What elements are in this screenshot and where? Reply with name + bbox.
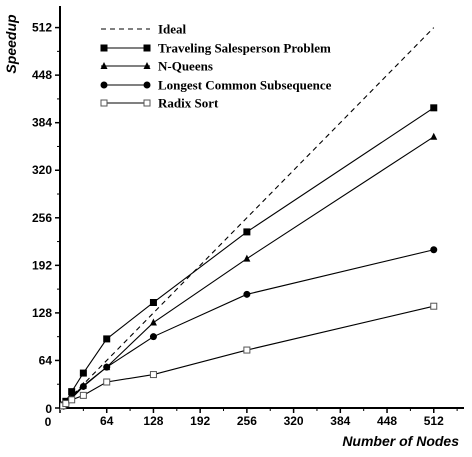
y-tick-label: 256 (32, 211, 52, 225)
legend: Ideal Traveling Salesperson Problem N-Quee… (100, 22, 332, 111)
series-n-queens (60, 132, 438, 410)
data-point-n-queens (149, 318, 157, 326)
y-tick-label: 320 (32, 163, 52, 177)
axes (59, 6, 464, 409)
series-line-ideal (60, 27, 435, 408)
series-longest-common-subsequence (60, 246, 438, 410)
x-tick-label: 128 (143, 414, 163, 428)
legend-marker-traveling-salesperson-problem (143, 44, 151, 52)
legend-marker-traveling-salesperson-problem (100, 44, 108, 52)
y-tick-label: 0 (45, 402, 52, 416)
legend-marker-longest-common-subsequence (143, 81, 151, 89)
series-line-longest-common-subsequence (60, 249, 434, 408)
data-point-longest-common-subsequence (430, 246, 438, 254)
legend-label-n-queens: N-Queens (158, 59, 213, 74)
legend-marker-n-queens (100, 62, 108, 69)
data-point-radix-sort (430, 302, 438, 310)
legend-label-radix-sort: Radix Sort (158, 96, 219, 111)
series-layer (60, 27, 438, 410)
series-ideal (60, 27, 435, 408)
y-tick-label: 384 (32, 116, 52, 130)
legend-label-traveling-salesperson-problem: Traveling Salesperson Problem (158, 41, 331, 56)
y-axis-ticks: 64 128 192 256 320 384 448 512 0 (32, 21, 60, 416)
legend-marker-radix-sort (100, 99, 108, 107)
data-point-radix-sort (103, 378, 111, 386)
y-axis-title: Speedup (3, 14, 19, 74)
data-point-longest-common-subsequence (103, 363, 111, 371)
x-tick-label: 512 (424, 414, 444, 428)
legend-marker-radix-sort (143, 99, 151, 107)
x-axis-ticks: 64 128 192 256 320 384 448 512 0 (45, 408, 458, 429)
data-point-traveling-salesperson-problem (68, 388, 76, 396)
data-point-traveling-salesperson-problem (149, 298, 157, 306)
x-tick-label: 448 (377, 414, 397, 428)
data-point-radix-sort (149, 371, 157, 379)
legend-label-longest-common-subsequence: Longest Common Subsequence (158, 78, 332, 93)
data-point-longest-common-subsequence (243, 290, 251, 298)
series-line-n-queens (60, 136, 435, 408)
series-line-radix-sort (60, 305, 434, 408)
x-axis-title: Number of Nodes (342, 433, 459, 449)
legend-marker-longest-common-subsequence (100, 81, 108, 89)
y-tick-label: 448 (32, 68, 52, 82)
y-tick-label: 192 (32, 258, 52, 272)
y-tick-label: 128 (32, 306, 52, 320)
data-point-radix-sort (62, 400, 70, 408)
series-radix-sort (60, 302, 438, 410)
data-point-n-queens (243, 254, 251, 262)
x-tick-label: 64 (100, 414, 114, 428)
x-tick-label: 384 (330, 414, 350, 428)
data-point-longest-common-subsequence (79, 382, 87, 390)
data-point-traveling-salesperson-problem (430, 104, 438, 112)
data-point-n-queens (430, 132, 438, 140)
data-point-traveling-salesperson-problem (79, 369, 87, 377)
data-point-traveling-salesperson-problem (103, 335, 111, 343)
legend-marker-n-queens (143, 62, 151, 69)
x-tick-label: 0 (45, 415, 52, 429)
y-tick-label: 512 (32, 21, 52, 35)
data-point-radix-sort (243, 346, 251, 354)
data-point-longest-common-subsequence (149, 333, 157, 341)
data-point-radix-sort (68, 396, 76, 404)
y-tick-label: 64 (39, 353, 53, 367)
legend-label-ideal: Ideal (158, 22, 187, 37)
data-point-radix-sort (79, 391, 87, 399)
x-tick-label: 192 (190, 414, 210, 428)
x-tick-label: 320 (284, 414, 304, 428)
x-tick-label: 256 (237, 414, 257, 428)
data-point-traveling-salesperson-problem (243, 228, 251, 236)
